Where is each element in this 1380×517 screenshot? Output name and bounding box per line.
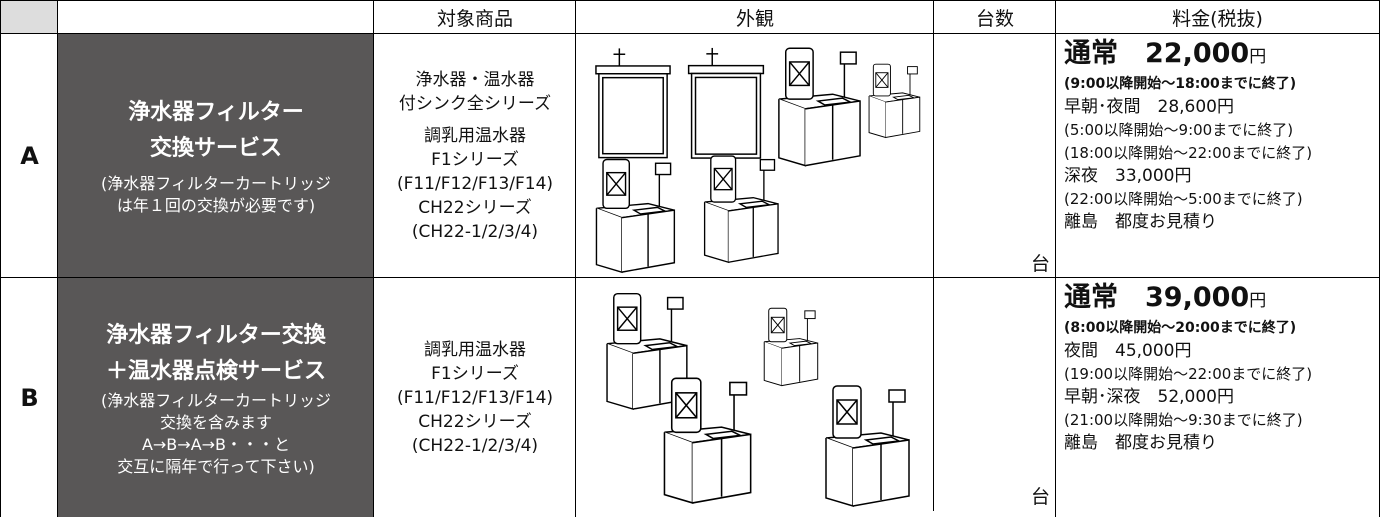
price-line: (19:00以降開始～22:00までに終了) [1064, 365, 1313, 383]
price-line: (5:00以降開始～9:00までに終了) [1064, 121, 1294, 139]
service-title: ＋温水器点検サービス [105, 358, 326, 384]
product-line: 調乳用温水器 [424, 126, 526, 146]
price-amount: 39,000 [1145, 282, 1250, 313]
price-line: 早朝･深夜 52,000円 [1064, 387, 1234, 407]
service-title: 浄水器フィルター [128, 100, 304, 125]
header-appearance: 外観 [575, 0, 934, 34]
price-line: 離島 都度お見積り [1064, 433, 1217, 453]
appearance [575, 277, 934, 517]
service: 浄水器フィルター交換 ＋温水器点検サービス (浄水器フィルターカートリッジ 交換… [57, 277, 374, 517]
illustration [816, 378, 916, 508]
header-cell [57, 0, 374, 34]
service-title: 浄水器フィルター交換 [106, 322, 326, 348]
price-unit: 円 [1249, 291, 1267, 311]
products: 浄水器・温水器 付シンク全シリーズ 調乳用温水器 F1シリーズ (F11/F12/F1… [373, 33, 576, 278]
price: 通常 39,000円 (8:00以降開始～20:00までに終了) 夜間 45,0… [1055, 277, 1380, 517]
service-note: 交換を含みます [159, 412, 272, 432]
illustration [594, 44, 672, 162]
row-id: B [0, 277, 58, 517]
appearance [575, 33, 934, 278]
product-line: (F11/F12/F13/F14) [396, 174, 554, 194]
header-quantity: 台数 [933, 0, 1056, 34]
illustration [774, 40, 862, 168]
illustration [588, 152, 680, 274]
service-note: (浄水器フィルターカートリッジ [101, 390, 331, 410]
product-line: F1シリーズ [431, 363, 519, 384]
product-line: (CH22-1/2/3/4) [411, 222, 539, 242]
illustration [761, 286, 819, 404]
unit: 台 [1030, 486, 1050, 508]
product-line: 付シンク全シリーズ [398, 94, 552, 114]
row-id: A [0, 33, 58, 278]
illustration [866, 40, 921, 158]
price-label: 通常 [1064, 282, 1118, 313]
product-line: CH22シリーズ [418, 411, 532, 432]
service-note: (浄水器フィルターカートリッジ [101, 174, 331, 193]
price-line: 早朝･夜間 28,600円 [1064, 97, 1234, 117]
product-line: (F11/F12/F13/F14) [396, 387, 554, 408]
header-price: 料金(税抜) [1055, 0, 1380, 34]
service-note: は年１回の交換が必要です) [116, 196, 316, 215]
unit: 台 [1030, 253, 1050, 275]
quantity: 台 [933, 33, 1056, 278]
price-hours: (8:00以降開始～20:00までに終了) [1064, 320, 1297, 336]
product-line: F1シリーズ [431, 150, 519, 170]
service-note: 交互に隔年で行って下さい) [117, 456, 315, 476]
products: 調乳用温水器 F1シリーズ (F11/F12/F13/F14) CH22シリーズ (CH… [373, 277, 576, 517]
product-line: 調乳用温水器 [424, 339, 526, 360]
price-line: (18:00以降開始～22:00までに終了) [1064, 144, 1313, 162]
price: 通常 22,000円 (9:00以降開始～18:00までに終了) 早朝･夜間 2… [1055, 33, 1380, 278]
illustration [656, 370, 756, 505]
price-line: 深夜 33,000円 [1064, 166, 1192, 186]
service: 浄水器フィルター 交換サービス (浄水器フィルターカートリッジ は年１回の交換が… [57, 33, 374, 278]
price-amount: 22,000 [1145, 38, 1250, 69]
product-line: CH22シリーズ [418, 198, 532, 218]
price-line: 夜間 45,000円 [1064, 341, 1192, 361]
illustration [686, 44, 766, 162]
illustration [694, 149, 786, 264]
service-title: 交換サービス [149, 136, 282, 161]
header-cell [0, 0, 58, 34]
product-line: 浄水器・温水器 [415, 70, 535, 90]
price-unit: 円 [1249, 47, 1267, 67]
price-line: (22:00以降開始～5:00までに終了) [1064, 190, 1303, 208]
price-line: (21:00以降開始～9:30までに終了) [1064, 411, 1303, 429]
product-line: (CH22-1/2/3/4) [411, 435, 539, 456]
price-line: 離島 都度お見積り [1064, 212, 1217, 232]
price-label: 通常 [1064, 38, 1118, 69]
service-note: A→B→A→B・・・と [141, 434, 291, 454]
header-product: 対象商品 [373, 0, 576, 34]
quantity: 台 [933, 277, 1056, 511]
price-hours: (9:00以降開始～18:00までに終了) [1064, 76, 1297, 92]
